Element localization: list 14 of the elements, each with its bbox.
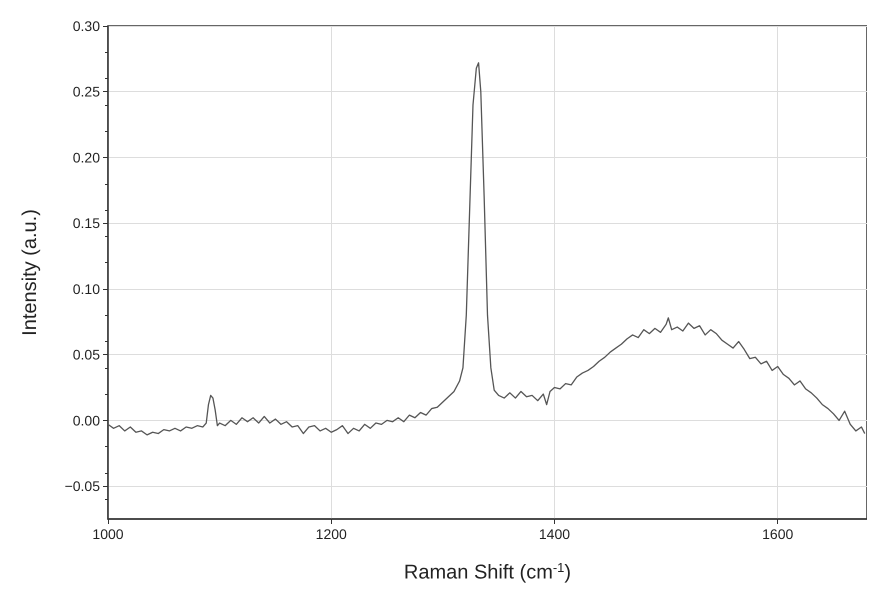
y-tick-label: 0.30 — [72, 18, 100, 34]
y-tick-label: 0.15 — [72, 215, 100, 232]
x-tick-label: 1600 — [762, 526, 794, 542]
y-axis-title: Intensity (a.u.) — [19, 209, 41, 336]
x-tick-label: 1200 — [316, 526, 348, 542]
x-tick-label: 1400 — [538, 526, 570, 542]
line-series — [107, 62, 866, 436]
x-tick-label: 1000 — [92, 526, 124, 542]
y-tick-label: 0.20 — [72, 149, 100, 166]
y-tick-label: 0.25 — [72, 84, 100, 100]
y-tick-label: 0.10 — [72, 280, 100, 297]
y-tick-label: 0.00 — [72, 412, 100, 428]
y-tick-label: −0.05 — [64, 478, 100, 494]
y-tick-label: 0.05 — [72, 346, 100, 363]
